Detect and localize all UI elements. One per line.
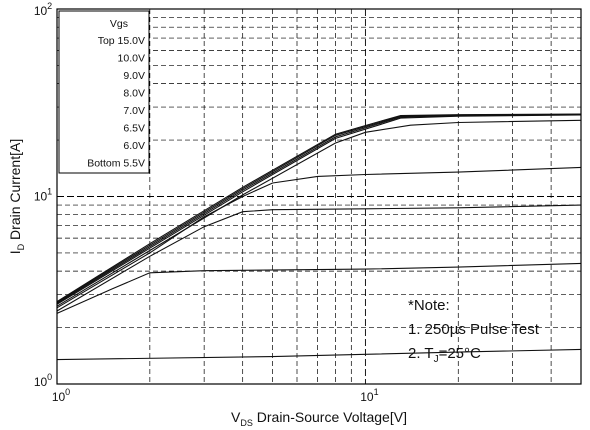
series-line-6-5v xyxy=(56,166,582,309)
x-axis-label-sub: DS xyxy=(240,418,253,428)
legend-box xyxy=(58,10,150,174)
y-axis-label-sub: D xyxy=(16,243,26,250)
y-tick-label-base: 10 xyxy=(34,190,48,204)
x-axis-label: VDS Drain-Source Voltage[V] xyxy=(231,409,407,428)
legend-entry: 8.0V xyxy=(123,88,145,100)
y-tick-label: 100 xyxy=(34,372,52,389)
y-tick-label-exp: 0 xyxy=(47,372,52,382)
y-tick-label: 101 xyxy=(34,187,52,204)
legend-entry-value: 8.0V xyxy=(123,88,145,100)
legend-entry-value: 6.0V xyxy=(123,140,145,152)
y-axis-label: ID Drain Current[A] xyxy=(7,139,26,254)
legend-entry-prefix: Top xyxy=(98,35,118,47)
y-tick-label-base: 10 xyxy=(34,4,48,18)
legend-entry: 7.0V xyxy=(123,105,145,117)
note-line-sub: J xyxy=(434,354,439,365)
note-line: 2. TJ=25°C xyxy=(408,345,481,365)
series-curves xyxy=(56,113,582,361)
y-tick-label-exp: 1 xyxy=(47,187,52,197)
series-line-10-0v xyxy=(56,113,582,303)
series-line-9-0v xyxy=(56,114,582,304)
x-tick-label-exp: 1 xyxy=(374,387,379,397)
legend-entry-value: 7.0V xyxy=(123,105,145,117)
x-tick-label: 101 xyxy=(360,387,378,404)
y-axis-label-rest: Drain Current[A] xyxy=(7,139,23,244)
legend-header: Vgs xyxy=(110,18,128,30)
grid xyxy=(57,9,581,384)
legend-entry: 10.0V xyxy=(118,53,145,65)
legend-entry: 9.0V xyxy=(123,70,145,82)
y-tick-label: 102 xyxy=(34,1,52,18)
legend-entry-value: 9.0V xyxy=(123,70,145,82)
series-line-5-5v xyxy=(56,262,582,314)
series-line-lowest xyxy=(56,348,582,361)
test-condition-note: *Note: 1. 250µs Pulse Test 2. TJ=25°C xyxy=(408,297,540,365)
x-tick-label-base: 10 xyxy=(52,390,66,404)
x-tick-label: 100 xyxy=(52,387,70,404)
legend-entry: Top 15.0V xyxy=(98,35,145,47)
legend-entry-value: 10.0V xyxy=(118,53,145,65)
y-tick-label-exp: 2 xyxy=(47,1,52,11)
legend-entry: Bottom 5.5V xyxy=(87,158,145,170)
note-line-pre: 2. T xyxy=(408,345,434,362)
y-axis-label-main: I xyxy=(7,250,23,254)
legend-entry-prefix: Bottom xyxy=(87,158,123,170)
x-tick-label-base: 10 xyxy=(360,390,374,404)
x-axis-label-main: V xyxy=(231,409,241,425)
series-line-7-0v xyxy=(56,119,582,307)
legend-entry: 6.5V xyxy=(123,123,145,135)
legend-entry-value: 5.5V xyxy=(123,158,145,170)
legend-entry: 6.0V xyxy=(123,140,145,152)
plot-frame xyxy=(56,8,582,385)
y-tick-label-base: 10 xyxy=(34,375,48,389)
legend-entry-value: 15.0V xyxy=(118,35,145,47)
note-line-post: =25°C xyxy=(439,345,481,362)
note-line: *Note: xyxy=(408,297,450,314)
series-line-6-0v xyxy=(56,204,582,312)
x-tick-label-exp: 0 xyxy=(65,387,70,397)
legend-entry-value: 6.5V xyxy=(123,123,145,135)
note-line: 1. 250µs Pulse Test xyxy=(408,321,540,338)
x-axis-label-rest: Drain-Source Voltage[V] xyxy=(253,409,407,425)
x-tick-labels: 100 101 xyxy=(52,387,379,404)
series-line-8-0v xyxy=(56,114,582,305)
